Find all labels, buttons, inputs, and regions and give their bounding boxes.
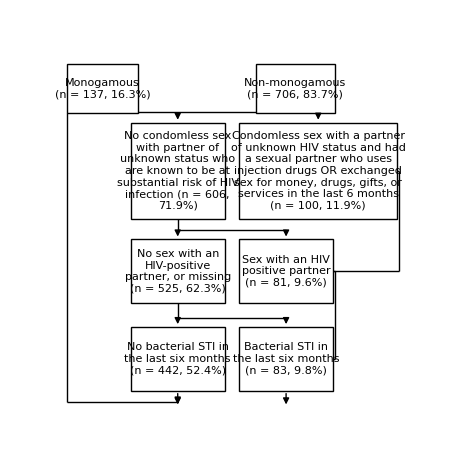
Text: No bacterial STI in
the last six months
(n = 442, 52.4%): No bacterial STI in the last six months …	[125, 342, 231, 375]
Text: Sex with an HIV
positive partner
(n = 81, 9.6%): Sex with an HIV positive partner (n = 81…	[242, 255, 330, 288]
Text: No condomless sex
with partner of
unknown status who
are known to be at
substant: No condomless sex with partner of unknow…	[117, 131, 239, 211]
Bar	[66, 64, 138, 113]
Bar	[239, 123, 397, 219]
Text: Non-monogamous
(n = 706, 83.7%): Non-monogamous (n = 706, 83.7%)	[244, 78, 346, 100]
Text: Monogamous
(n = 137, 16.3%): Monogamous (n = 137, 16.3%)	[55, 78, 150, 100]
Text: No sex with an
HIV-positive
partner, or missing
(n = 525, 62.3%): No sex with an HIV-positive partner, or …	[125, 249, 231, 294]
Bar	[239, 327, 333, 391]
Bar	[131, 123, 225, 219]
Bar	[239, 239, 333, 303]
Bar	[131, 327, 225, 391]
Text: Condomless sex with a partner
of unknown HIV status and had
a sexual partner who: Condomless sex with a partner of unknown…	[231, 131, 406, 211]
Bar	[256, 64, 335, 113]
Text: Bacterial STI in
the last six months
(n = 83, 9.8%): Bacterial STI in the last six months (n …	[233, 342, 339, 375]
Bar	[131, 239, 225, 303]
